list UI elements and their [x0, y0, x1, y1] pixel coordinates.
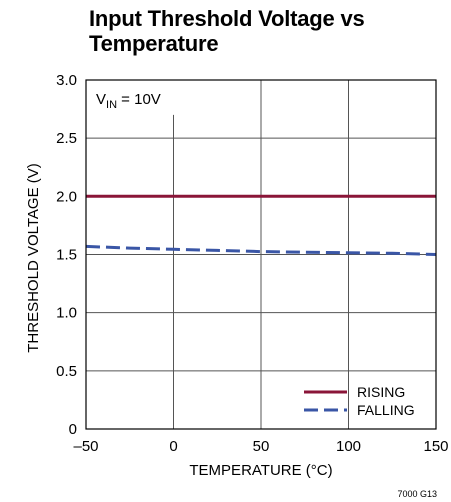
x-tick-label: 50	[253, 438, 270, 455]
x-tick-label: 0	[169, 438, 177, 455]
y-axis-label: THRESHOLD VOLTAGE (V)	[25, 163, 42, 352]
y-tick-label: 2.0	[56, 188, 77, 205]
y-tick-label: 1.5	[56, 247, 77, 264]
y-tick-label: 3.0	[56, 72, 77, 89]
y-tick-label: 0.5	[56, 363, 77, 380]
vin-annotation-rest: = 10V	[117, 91, 161, 108]
legend-label-rising: RISING	[357, 384, 405, 400]
y-tick-label: 2.5	[56, 130, 77, 147]
chart-title-line-1: Input Threshold Voltage vs	[89, 6, 365, 31]
plot-frame	[85, 79, 437, 430]
vin-annotation-main: V	[96, 91, 106, 108]
series-layer	[85, 194, 437, 256]
y-tick-label: 1.0	[56, 305, 77, 322]
figure-id: 7000 G13	[397, 489, 437, 499]
vin-annotation-sub: IN	[106, 99, 117, 111]
series-line-falling	[85, 244, 437, 256]
y-tick-label: 0	[69, 421, 77, 438]
vin-annotation: VIN = 10V	[96, 91, 161, 111]
legend-label-falling: FALLING	[357, 402, 415, 418]
x-tick-label: –50	[73, 438, 98, 455]
grid	[86, 80, 436, 429]
chart-title: Input Threshold Voltage vs Temperature	[89, 6, 429, 56]
legend: RISING FALLING	[304, 384, 415, 418]
chart-title-line-2: Temperature	[89, 31, 219, 56]
x-tick-label: 100	[336, 438, 361, 455]
x-tick-label: 150	[423, 438, 448, 455]
x-axis-label: TEMPERATURE (°C)	[189, 462, 332, 479]
